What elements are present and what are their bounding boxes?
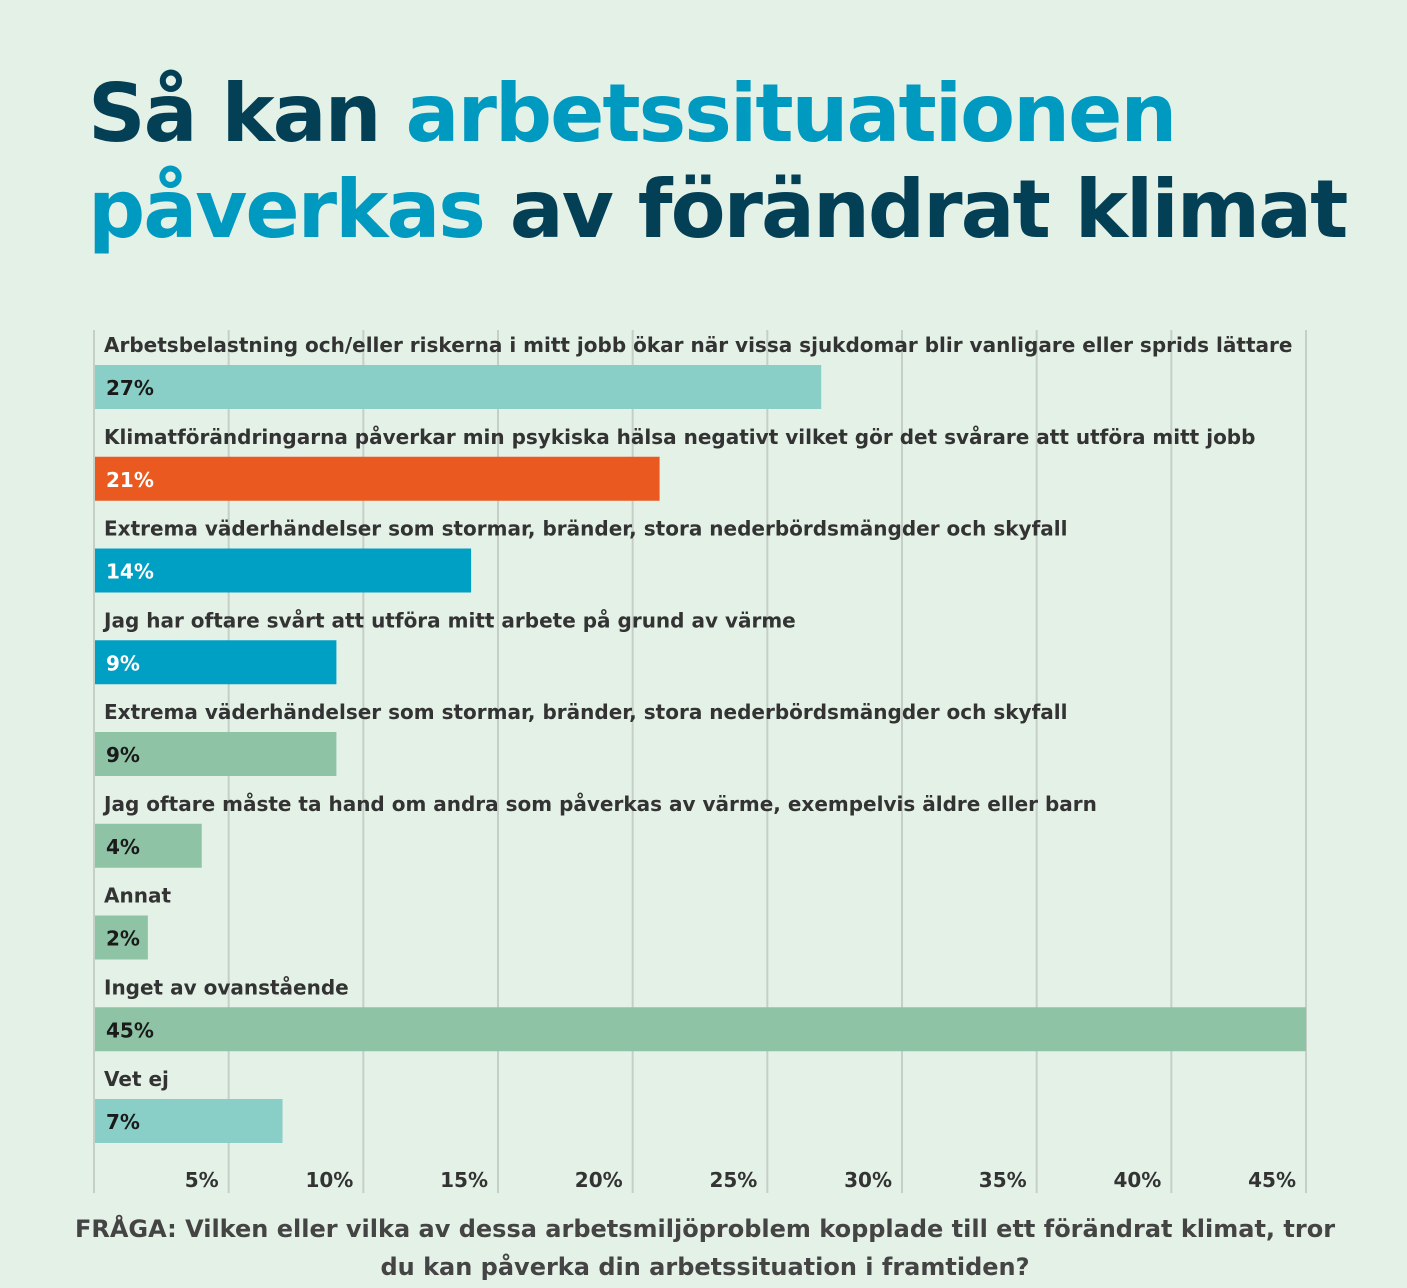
tick-label: 40% <box>1113 1168 1161 1192</box>
value-label: 4% <box>106 835 140 859</box>
title-part-accent-1: arbetssituationen <box>405 67 1177 160</box>
category-label: Annat <box>104 884 171 908</box>
category-label: Inget av ovanstående <box>104 975 349 999</box>
bar <box>95 1007 1306 1052</box>
tick-label: 20% <box>575 1168 623 1192</box>
tick-label: 35% <box>979 1168 1027 1192</box>
tick-label: 15% <box>440 1168 488 1192</box>
title-part-accent-2: påverkas <box>88 163 486 256</box>
bar <box>95 823 202 868</box>
category-label: Extrema väderhändelser som stormar, brän… <box>104 517 1068 541</box>
value-label: 14% <box>106 560 154 584</box>
value-label: 21% <box>106 468 154 492</box>
bar <box>95 548 472 593</box>
bar <box>95 1099 283 1143</box>
value-label: 2% <box>106 927 140 951</box>
category-label: Extrema väderhändelser som stormar, brän… <box>104 700 1068 724</box>
bar-chart: Arbetsbelastning och/eller riskerna i mi… <box>93 330 1307 1193</box>
category-label: Jag oftare måste ta hand om andra som på… <box>102 792 1097 816</box>
value-label: 27% <box>106 376 154 400</box>
value-label: 45% <box>106 1018 154 1042</box>
chart-title: Så kan arbetssituationen påverkas av förä… <box>88 66 1348 258</box>
tick-label: 10% <box>305 1168 353 1192</box>
tick-label: 45% <box>1248 1168 1296 1192</box>
survey-question: FRÅGA: Vilken eller vilka av dessa arbet… <box>74 1215 1336 1281</box>
title-part-dark-2: av förändrat klimat <box>483 163 1349 256</box>
bar <box>95 915 148 960</box>
bar <box>95 365 822 409</box>
tick-label: 30% <box>844 1168 892 1192</box>
value-label: 9% <box>106 651 140 675</box>
title-part-dark-1: Så kan <box>88 67 406 160</box>
bar <box>95 456 660 501</box>
bar <box>95 732 337 776</box>
category-label: Arbetsbelastning och/eller riskerna i mi… <box>104 333 1292 357</box>
tick-label: 5% <box>185 1168 219 1192</box>
value-label: 9% <box>106 743 140 767</box>
category-label: Klimatförändringarna påverkar min psykis… <box>104 425 1255 449</box>
bar <box>95 640 337 685</box>
value-label: 7% <box>106 1110 140 1134</box>
tick-label: 25% <box>709 1168 757 1192</box>
category-label: Jag har oftare svårt att utföra mitt arb… <box>102 608 796 632</box>
category-label: Vet ej <box>104 1067 169 1091</box>
